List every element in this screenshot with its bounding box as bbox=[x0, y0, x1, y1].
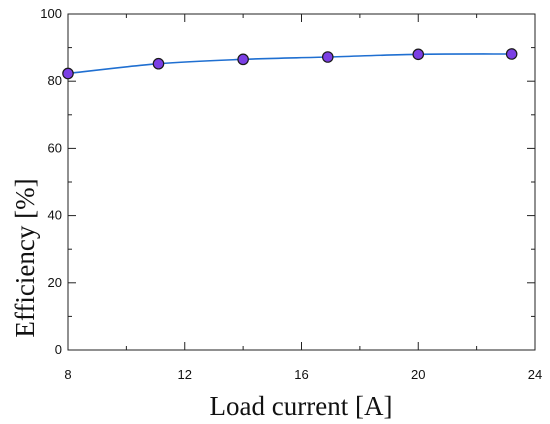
data-point bbox=[152, 57, 165, 70]
y-tick-label: 0 bbox=[55, 342, 62, 357]
data-point bbox=[62, 67, 74, 80]
data-point bbox=[237, 53, 249, 66]
y-tick-label: 100 bbox=[40, 6, 62, 21]
y-tick-label: 20 bbox=[48, 275, 62, 290]
data-point bbox=[412, 48, 425, 61]
data-point bbox=[321, 51, 334, 63]
x-tick-label: 20 bbox=[411, 367, 425, 382]
y-axis-title: Efficiency [%] bbox=[10, 178, 40, 337]
x-tick-label: 12 bbox=[178, 367, 192, 382]
y-tick-label: 40 bbox=[48, 208, 62, 223]
series-line bbox=[67, 53, 512, 75]
x-tick-label: 24 bbox=[528, 367, 542, 382]
x-tick-label: 8 bbox=[64, 367, 71, 382]
y-tick-label: 60 bbox=[48, 140, 62, 155]
data-point bbox=[505, 48, 518, 60]
y-tick-label: 80 bbox=[48, 73, 62, 88]
series-group bbox=[62, 48, 518, 80]
x-axis-title: Load current [A] bbox=[210, 391, 393, 421]
plot-frame bbox=[67, 13, 536, 351]
tick-labels: 8 12 16 20 24 0 20 40 60 80 100 bbox=[40, 6, 542, 382]
axis-ticks bbox=[67, 13, 536, 351]
x-tick-label: 16 bbox=[294, 367, 308, 382]
